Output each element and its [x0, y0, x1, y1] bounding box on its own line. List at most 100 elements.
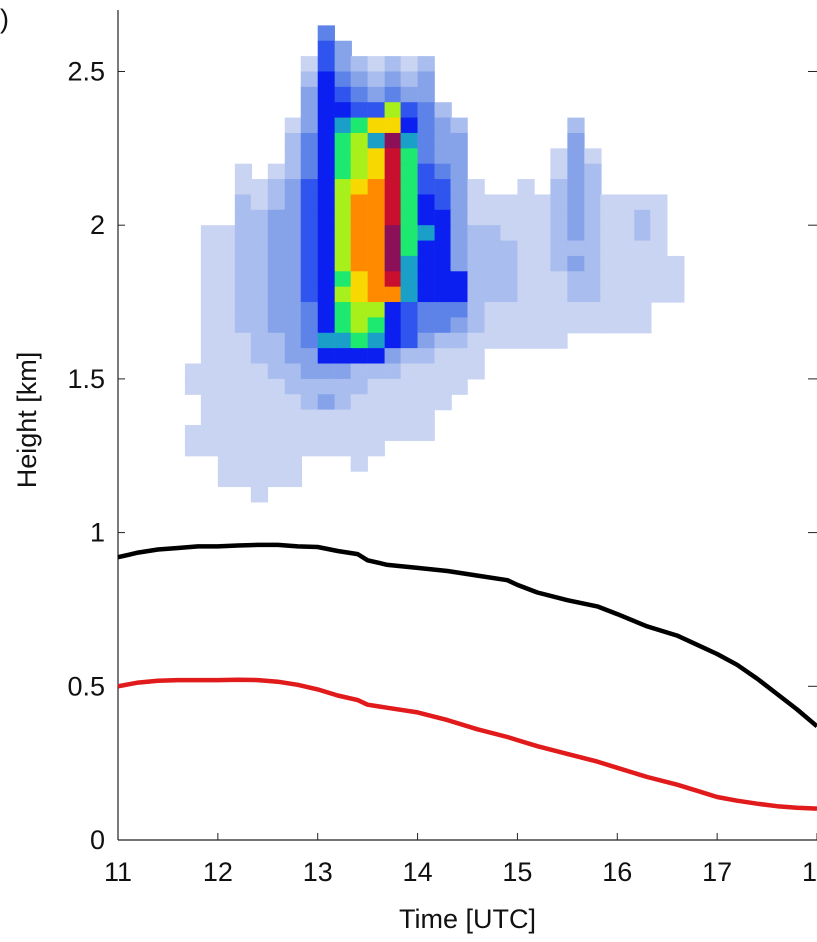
heatmap-cell [267, 378, 286, 395]
heatmap-cell [317, 271, 335, 288]
heatmap-cell [184, 440, 203, 457]
x-tick-label: 12 [203, 857, 233, 887]
heatmap-cell [334, 209, 352, 226]
x-tick-label: 15 [502, 857, 532, 887]
heatmap-cell [317, 440, 335, 457]
heatmap-cell [267, 302, 286, 319]
heatmap-cell [617, 302, 635, 319]
heatmap-cell [267, 471, 286, 488]
heatmap-cell [250, 363, 269, 380]
heatmap-cell [450, 286, 468, 303]
heatmap-cell [217, 302, 236, 319]
heatmap-cell [600, 194, 618, 211]
x-tick-label: 18 [802, 857, 817, 887]
heatmap-cell [234, 440, 253, 457]
heatmap-cell [500, 302, 518, 319]
heatmap-cell [384, 394, 402, 411]
heatmap-cell [234, 409, 253, 426]
heatmap-cell [584, 194, 602, 211]
heatmap-cell [484, 271, 502, 288]
heatmap-cell [434, 286, 452, 303]
heatmap-cell [284, 163, 303, 180]
heatmap-cell [567, 240, 585, 257]
heatmap-cell [284, 240, 303, 257]
heatmap-cell [450, 117, 468, 134]
heatmap-cell [367, 255, 385, 272]
heatmap-cell [250, 286, 269, 303]
heatmap-cell [500, 332, 518, 349]
heatmap-cell [450, 194, 468, 211]
heatmap-cell [317, 71, 335, 88]
heatmap-cell [584, 148, 602, 165]
heatmap-cell [284, 194, 303, 211]
heatmap-cell [350, 286, 368, 303]
heatmap-cell [284, 455, 303, 472]
heatmap-cell [350, 117, 368, 134]
heatmap-cell [300, 148, 318, 165]
heatmap-cell [367, 378, 385, 395]
heatmap-cell [200, 271, 219, 288]
heatmap-cell [384, 71, 402, 88]
heatmap-cell [234, 240, 253, 257]
heatmap-cell [434, 363, 452, 380]
heatmap-cell [250, 209, 269, 226]
heatmap-cell [234, 425, 253, 441]
heatmap-cell [550, 179, 568, 196]
heatmap-cell [234, 455, 253, 472]
heatmap-cell [400, 394, 418, 411]
heatmap-cell [350, 302, 368, 319]
heatmap-cell [467, 225, 485, 242]
heatmap-cell [217, 255, 236, 272]
heatmap-cell [534, 240, 552, 257]
heatmap-cell [267, 255, 286, 272]
heatmap-cell [450, 179, 468, 196]
heatmap-cell [367, 71, 385, 88]
heatmap-cell [350, 86, 368, 103]
heatmap-cell [317, 255, 335, 272]
heatmap-cell [450, 255, 468, 272]
heatmap-cell [367, 409, 385, 426]
heatmap-cell [450, 348, 468, 365]
heatmap-cell [267, 240, 286, 257]
heatmap-cell [317, 348, 335, 365]
y-tick-label: 2 [90, 210, 105, 240]
heatmap-cell [467, 194, 485, 211]
heatmap-cell [467, 255, 485, 272]
heatmap-cell [300, 71, 318, 88]
heatmap-cell [617, 225, 635, 242]
heatmap-cell [450, 363, 468, 380]
heatmap-cell [434, 332, 452, 349]
heatmap-cell [350, 455, 368, 472]
heatmap-cell [317, 378, 335, 395]
heatmap-cell [300, 179, 318, 196]
heatmap-cell [217, 363, 236, 380]
heatmap-cell [300, 194, 318, 211]
heatmap-cell [400, 86, 418, 103]
heatmap-cell [284, 394, 303, 411]
heatmap-cell [250, 302, 269, 319]
heatmap-cell [367, 394, 385, 411]
heatmap-cell [350, 271, 368, 288]
heatmap-cell [334, 409, 352, 426]
heatmap-cell [250, 332, 269, 349]
heatmap-cell [667, 255, 685, 272]
heatmap-cell [417, 225, 435, 242]
heatmap-cell [650, 255, 668, 272]
heatmap-cell [300, 56, 318, 73]
heatmap-cell [217, 332, 236, 349]
heatmap-cell [267, 425, 286, 441]
heatmap-cell [634, 225, 652, 242]
heatmap-cell [300, 86, 318, 103]
heatmap-cell [517, 332, 535, 349]
heatmap-cell [334, 302, 352, 319]
heatmap-cell [617, 271, 635, 288]
heatmap-cell [300, 286, 318, 303]
heatmap-cell [300, 255, 318, 272]
heatmap-cell [484, 255, 502, 272]
heatmap-cell [384, 240, 402, 257]
heatmap-cell [300, 348, 318, 365]
heatmap-cell [534, 286, 552, 303]
heatmap-cell [284, 132, 303, 149]
heatmap-cell [334, 440, 352, 457]
heatmap-cell [584, 240, 602, 257]
